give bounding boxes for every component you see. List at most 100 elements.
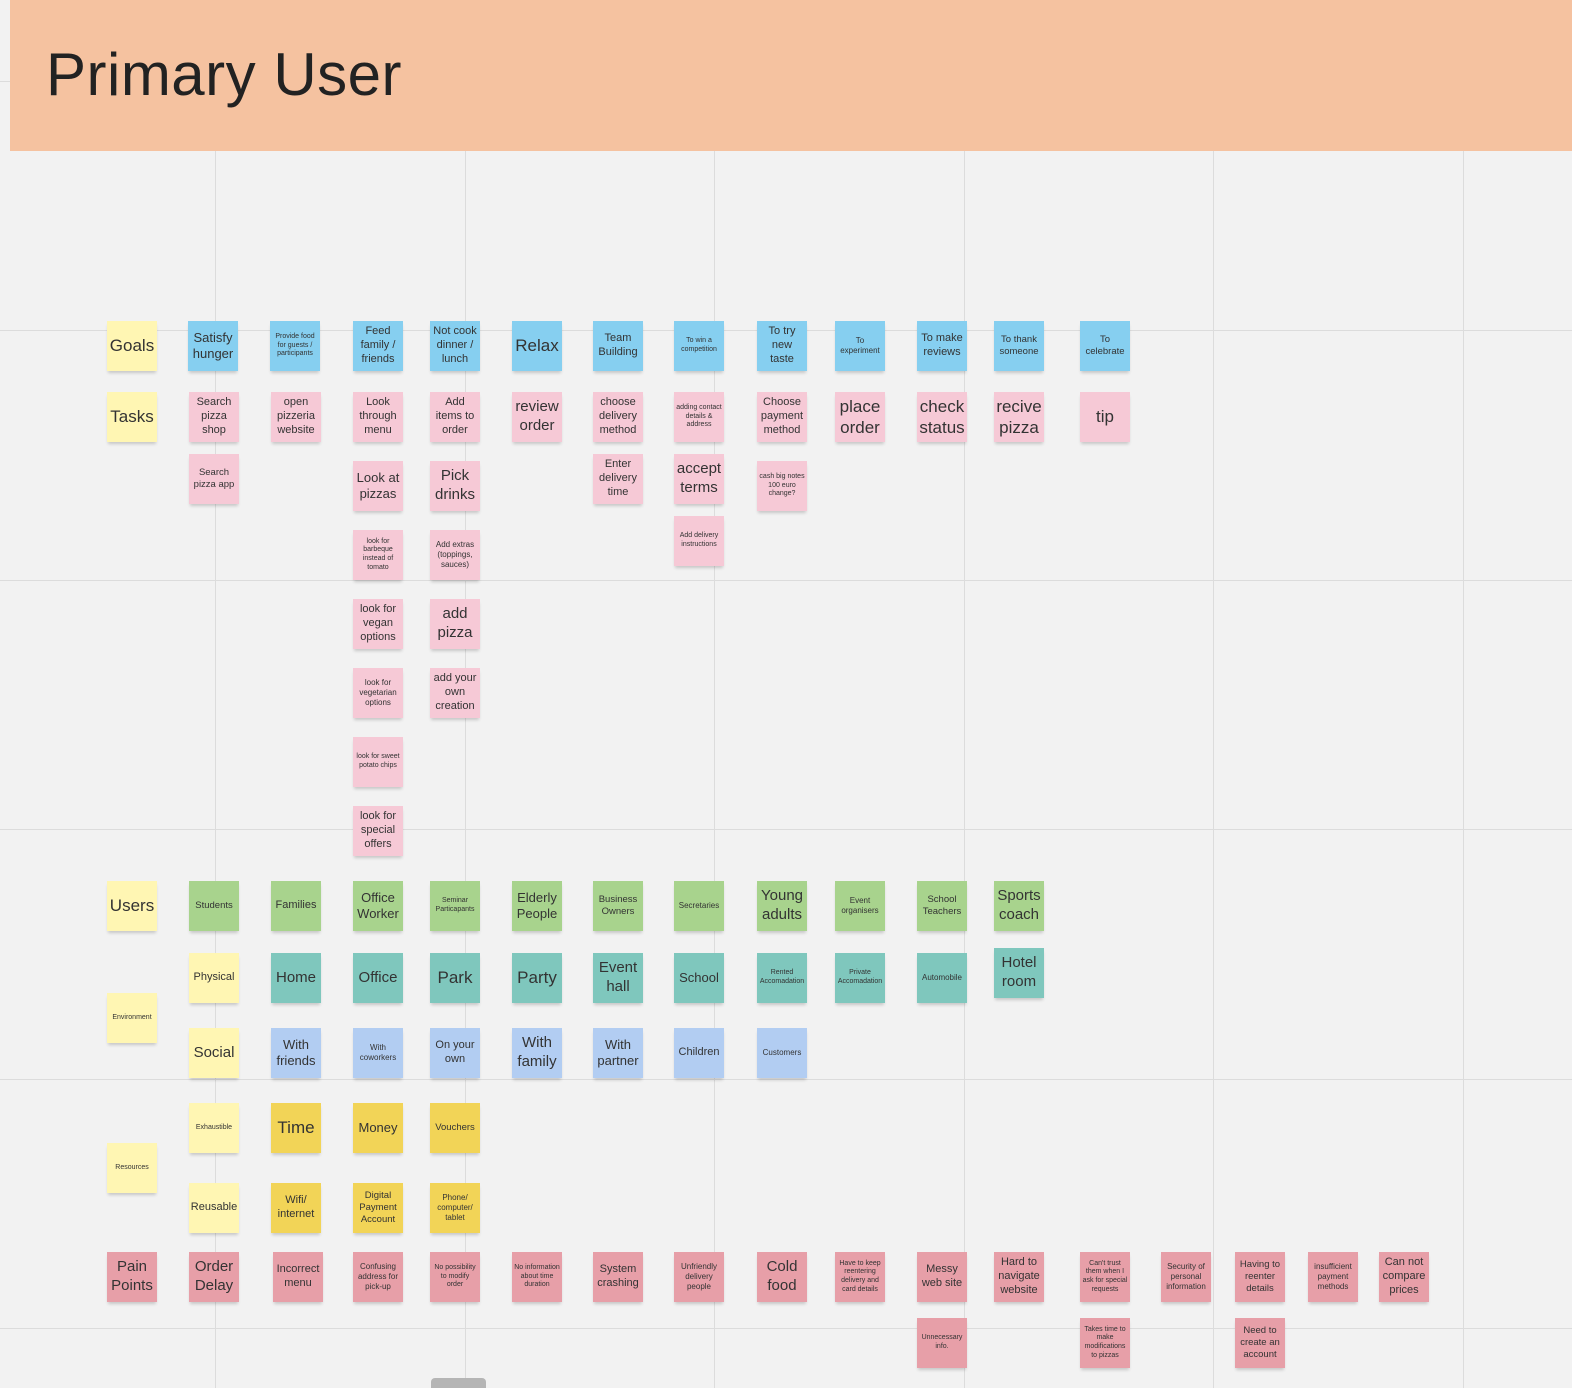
pain-point-note[interactable]: Unfriendly delivery people [674,1252,724,1302]
resource-note[interactable]: Time [271,1103,321,1153]
user-note[interactable]: School Teachers [917,881,967,931]
scrollbar-handle[interactable] [431,1378,486,1388]
pain-point-note[interactable]: insufficient payment methods [1308,1252,1358,1302]
task-note[interactable]: look for special offers [353,806,403,856]
pain-point-note[interactable]: Takes time to make modifications to pizz… [1080,1318,1130,1368]
user-note[interactable]: Sports coach [994,881,1044,931]
task-note[interactable]: Choose payment method [757,392,807,442]
goal-note[interactable]: Satisfy hunger [188,321,238,371]
resource-note[interactable]: Phone/ computer/ tablet [430,1183,480,1233]
task-note[interactable]: Look at pizzas [353,461,403,511]
task-note[interactable]: review order [512,392,562,442]
task-note[interactable]: cash big notes 100 euro change? [757,461,807,511]
task-note[interactable]: recive pizza [994,392,1044,442]
user-note[interactable]: Families [271,881,321,931]
pain-point-note[interactable]: Can't trust them when I ask for special … [1080,1252,1130,1302]
pain-point-note[interactable]: Security of personal information [1161,1252,1211,1302]
row-label-pain-points[interactable]: Pain Points [107,1252,157,1302]
pain-point-note[interactable]: Cold food [757,1252,807,1302]
task-note[interactable]: add pizza [430,599,480,649]
task-note[interactable]: Search pizza shop [189,392,239,442]
pain-point-note[interactable]: Hard to navigate website [994,1252,1044,1302]
pain-point-note[interactable]: Have to keep reentering delivery and car… [835,1252,885,1302]
goal-note[interactable]: Relax [512,321,562,371]
goal-note[interactable]: Provide food for guests / participants [270,321,320,371]
resource-note[interactable]: Digital Payment Account [353,1183,403,1233]
goal-note[interactable]: To experiment [835,321,885,371]
task-note[interactable]: add your own creation [430,668,480,718]
goal-note[interactable]: To make reviews [917,321,967,371]
user-note[interactable]: Seminar Particapants [430,881,480,931]
row-label-environment[interactable]: Environment [107,993,157,1043]
task-note[interactable]: choose delivery method [593,392,643,442]
pain-point-note[interactable]: Having to reenter details [1235,1252,1285,1302]
task-note[interactable]: place order [835,392,885,442]
task-note[interactable]: Add items to order [430,392,480,442]
pain-point-note[interactable]: Unnecessary info. [917,1318,967,1368]
task-note[interactable]: Enter delivery time [593,454,643,504]
social-env-note[interactable]: With family [512,1028,562,1078]
task-note[interactable]: Look through menu [353,392,403,442]
task-note[interactable]: adding contact details & address [674,392,724,442]
user-note[interactable]: Business Owners [593,881,643,931]
social-env-note[interactable]: On your own [430,1028,480,1078]
social-env-note[interactable]: With friends [271,1028,321,1078]
physical-env-note[interactable]: Rented Accomadation [757,953,807,1003]
physical-env-note[interactable]: Party [512,953,562,1003]
pain-point-note[interactable]: System crashing [593,1252,643,1302]
goal-note[interactable]: To try new taste [757,321,807,371]
physical-env-note[interactable]: Home [271,953,321,1003]
task-note[interactable]: tip [1080,392,1130,442]
user-note[interactable]: Students [189,881,239,931]
title-banner[interactable]: Primary User [10,0,1572,151]
user-note[interactable]: Elderly People [512,881,562,931]
task-note[interactable]: look for vegan options [353,599,403,649]
goal-note[interactable]: Not cook dinner / lunch [430,321,480,371]
physical-env-note[interactable]: Private Accomadation [835,953,885,1003]
goal-note[interactable]: To celebrate [1080,321,1130,371]
pain-point-note[interactable]: Incorrect menu [273,1252,323,1302]
physical-env-note[interactable]: Event hall [593,953,643,1003]
task-note[interactable]: open pizzeria website [271,392,321,442]
social-env-note[interactable]: Children [674,1028,724,1078]
task-note[interactable]: accept terms [674,454,724,504]
task-note[interactable]: Search pizza app [189,454,239,504]
resource-note[interactable]: Wifi/ internet [271,1183,321,1233]
resource-note[interactable]: Money [353,1103,403,1153]
task-note[interactable]: Pick drinks [430,461,480,511]
goal-note[interactable]: To win a competition [674,321,724,371]
social-env-note[interactable]: With partner [593,1028,643,1078]
task-note[interactable]: check status [917,392,967,442]
row-label-resources[interactable]: Resources [107,1143,157,1193]
sub-label-exhaustible[interactable]: Exhaustible [189,1103,239,1153]
user-note[interactable]: Secretaries [674,881,724,931]
pain-point-note[interactable]: No possibility to modify order [430,1252,480,1302]
task-note[interactable]: Add extras (toppings, sauces) [430,530,480,580]
user-note[interactable]: Young adults [757,881,807,931]
goal-note[interactable]: To thank someone [994,321,1044,371]
pain-point-note[interactable]: Confusing address for pick-up [353,1252,403,1302]
task-note[interactable]: Add delivery instructions [674,516,724,566]
pain-point-note[interactable]: Order Delay [189,1252,239,1302]
task-note[interactable]: look for sweet potato chips [353,737,403,787]
pain-point-note[interactable]: Can not compare prices [1379,1252,1429,1302]
row-label-users[interactable]: Users [107,881,157,931]
physical-env-note[interactable]: School [674,953,724,1003]
user-note[interactable]: Office Worker [353,881,403,931]
sub-label-reusable[interactable]: Reusable [189,1183,239,1233]
social-env-note[interactable]: Customers [757,1028,807,1078]
task-note[interactable]: look for barbeque instead of tomato [353,530,403,580]
pain-point-note[interactable]: No information about time duration [512,1252,562,1302]
physical-env-note[interactable]: Hotel room [994,948,1044,998]
row-label-tasks[interactable]: Tasks [107,392,157,442]
social-env-note[interactable]: With coworkers [353,1028,403,1078]
physical-env-note[interactable]: Office [353,953,403,1003]
physical-env-note[interactable]: Park [430,953,480,1003]
user-note[interactable]: Event organisers [835,881,885,931]
task-note[interactable]: look for vegetarian options [353,668,403,718]
sub-label-physical[interactable]: Physical [189,953,239,1003]
pain-point-note[interactable]: Need to create an account [1235,1318,1285,1368]
physical-env-note[interactable]: Automobile [917,953,967,1003]
goal-note[interactable]: Feed family / friends [353,321,403,371]
row-label-goals[interactable]: Goals [107,321,157,371]
